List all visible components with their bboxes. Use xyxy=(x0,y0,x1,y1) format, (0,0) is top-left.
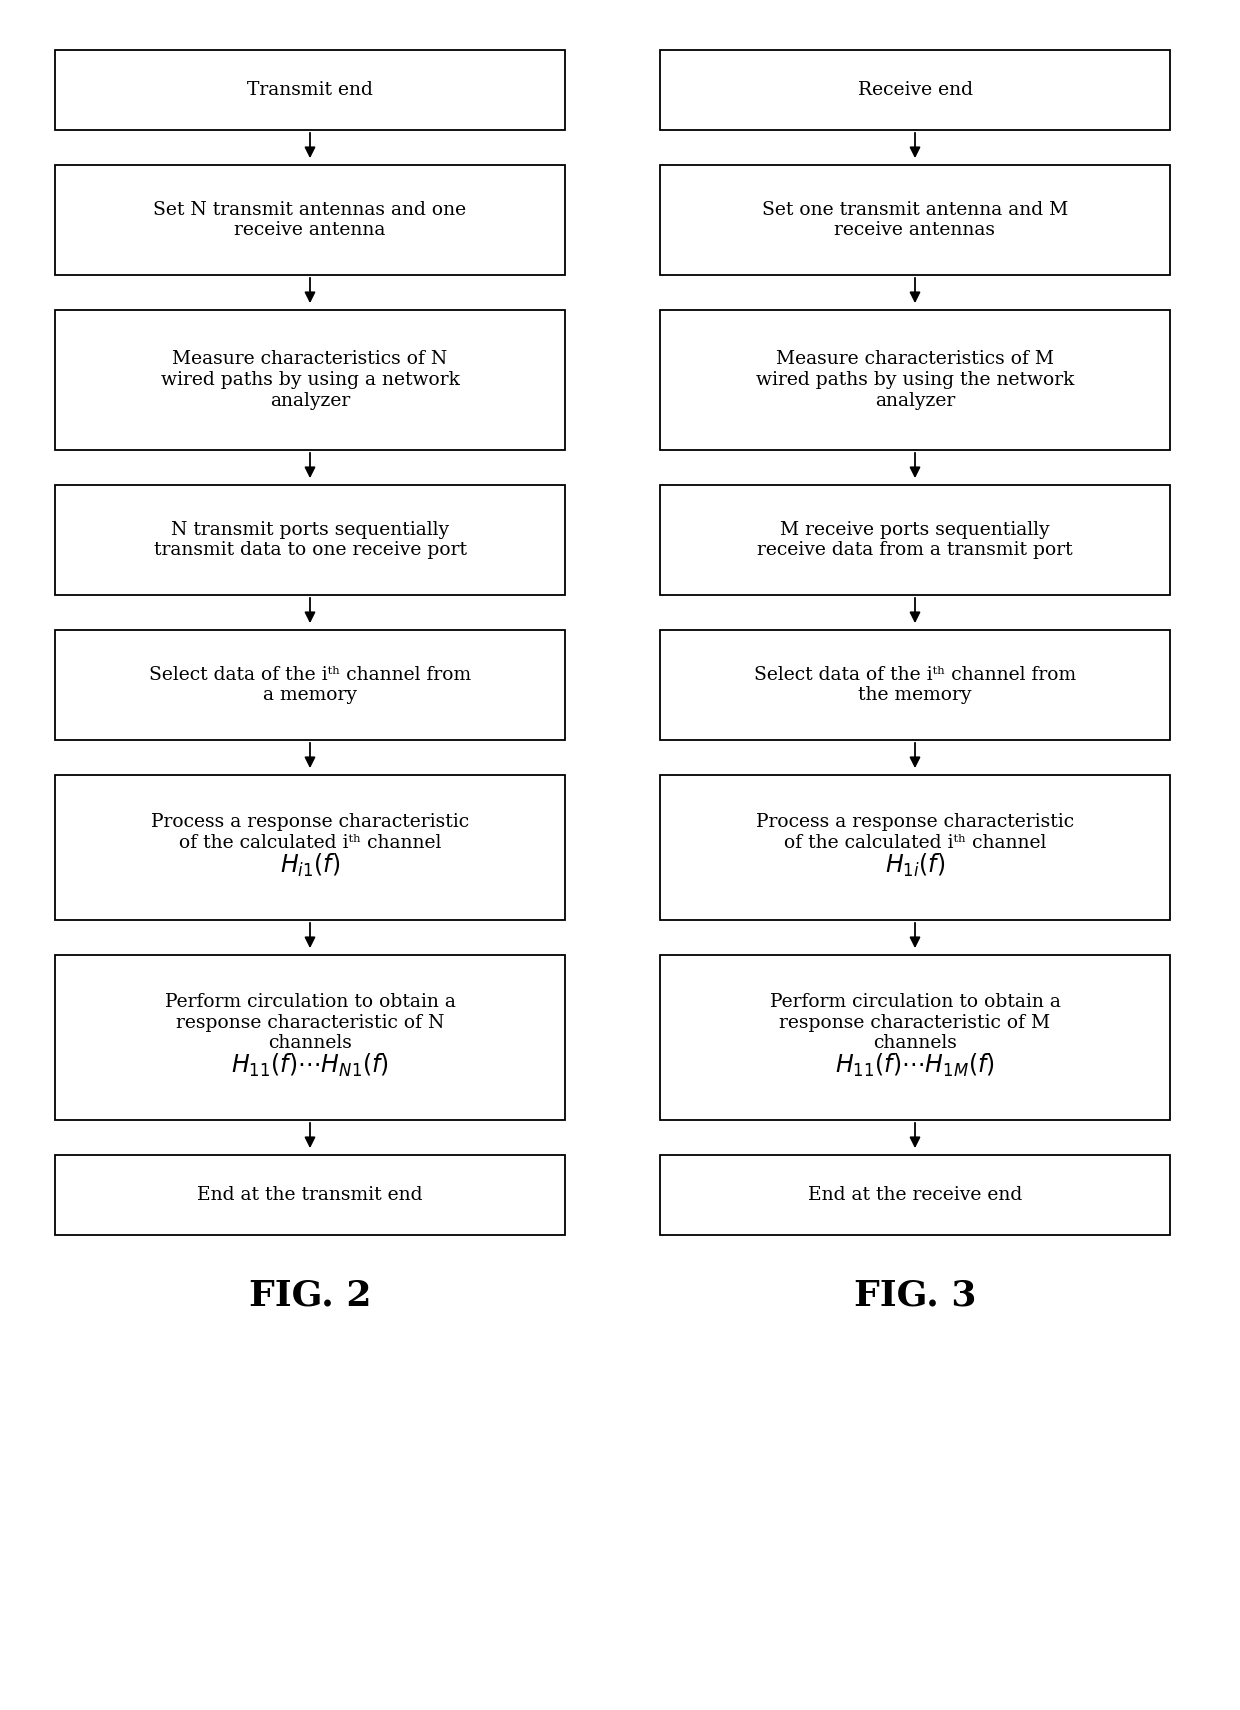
Text: $H_{11}(f)\cdots H_{N1}(f)$: $H_{11}(f)\cdots H_{N1}(f)$ xyxy=(231,1052,389,1079)
FancyBboxPatch shape xyxy=(55,310,565,450)
Text: Select data of the iᵗʰ channel from
a memory: Select data of the iᵗʰ channel from a me… xyxy=(149,665,471,705)
FancyBboxPatch shape xyxy=(660,775,1171,920)
Text: FIG. 3: FIG. 3 xyxy=(854,1277,976,1312)
Text: FIG. 2: FIG. 2 xyxy=(249,1277,371,1312)
Text: N transmit ports sequentially
transmit data to one receive port: N transmit ports sequentially transmit d… xyxy=(154,520,466,559)
Text: Process a response characteristic
of the calculated iᵗʰ channel: Process a response characteristic of the… xyxy=(756,812,1074,852)
Text: $H_{i1}(f)$: $H_{i1}(f)$ xyxy=(280,852,340,879)
Text: End at the receive end: End at the receive end xyxy=(808,1187,1022,1204)
FancyBboxPatch shape xyxy=(55,486,565,595)
Text: Select data of the iᵗʰ channel from
the memory: Select data of the iᵗʰ channel from the … xyxy=(754,665,1076,705)
Text: End at the transmit end: End at the transmit end xyxy=(197,1187,423,1204)
FancyBboxPatch shape xyxy=(55,775,565,920)
FancyBboxPatch shape xyxy=(55,164,565,275)
Text: Perform circulation to obtain a
response characteristic of N
channels: Perform circulation to obtain a response… xyxy=(165,994,455,1052)
Text: Receive end: Receive end xyxy=(858,80,972,99)
FancyBboxPatch shape xyxy=(55,629,565,740)
FancyBboxPatch shape xyxy=(660,164,1171,275)
Text: $H_{1i}(f)$: $H_{1i}(f)$ xyxy=(885,852,945,879)
FancyBboxPatch shape xyxy=(660,486,1171,595)
FancyBboxPatch shape xyxy=(660,310,1171,450)
FancyBboxPatch shape xyxy=(55,50,565,130)
FancyBboxPatch shape xyxy=(55,954,565,1120)
Text: Perform circulation to obtain a
response characteristic of M
channels: Perform circulation to obtain a response… xyxy=(770,994,1060,1052)
Text: Measure characteristics of N
wired paths by using a network
analyzer: Measure characteristics of N wired paths… xyxy=(160,351,460,410)
FancyBboxPatch shape xyxy=(55,1154,565,1235)
Text: $H_{11}(f)\cdots H_{1M}(f)$: $H_{11}(f)\cdots H_{1M}(f)$ xyxy=(835,1052,994,1079)
FancyBboxPatch shape xyxy=(660,629,1171,740)
Text: Set one transmit antenna and M
receive antennas: Set one transmit antenna and M receive a… xyxy=(761,200,1068,239)
FancyBboxPatch shape xyxy=(660,1154,1171,1235)
Text: M receive ports sequentially
receive data from a transmit port: M receive ports sequentially receive dat… xyxy=(758,520,1073,559)
FancyBboxPatch shape xyxy=(660,50,1171,130)
Text: Transmit end: Transmit end xyxy=(247,80,373,99)
Text: Process a response characteristic
of the calculated iᵗʰ channel: Process a response characteristic of the… xyxy=(151,812,469,852)
FancyBboxPatch shape xyxy=(660,954,1171,1120)
Text: Set N transmit antennas and one
receive antenna: Set N transmit antennas and one receive … xyxy=(154,200,466,239)
Text: Measure characteristics of M
wired paths by using the network
analyzer: Measure characteristics of M wired paths… xyxy=(756,351,1074,410)
